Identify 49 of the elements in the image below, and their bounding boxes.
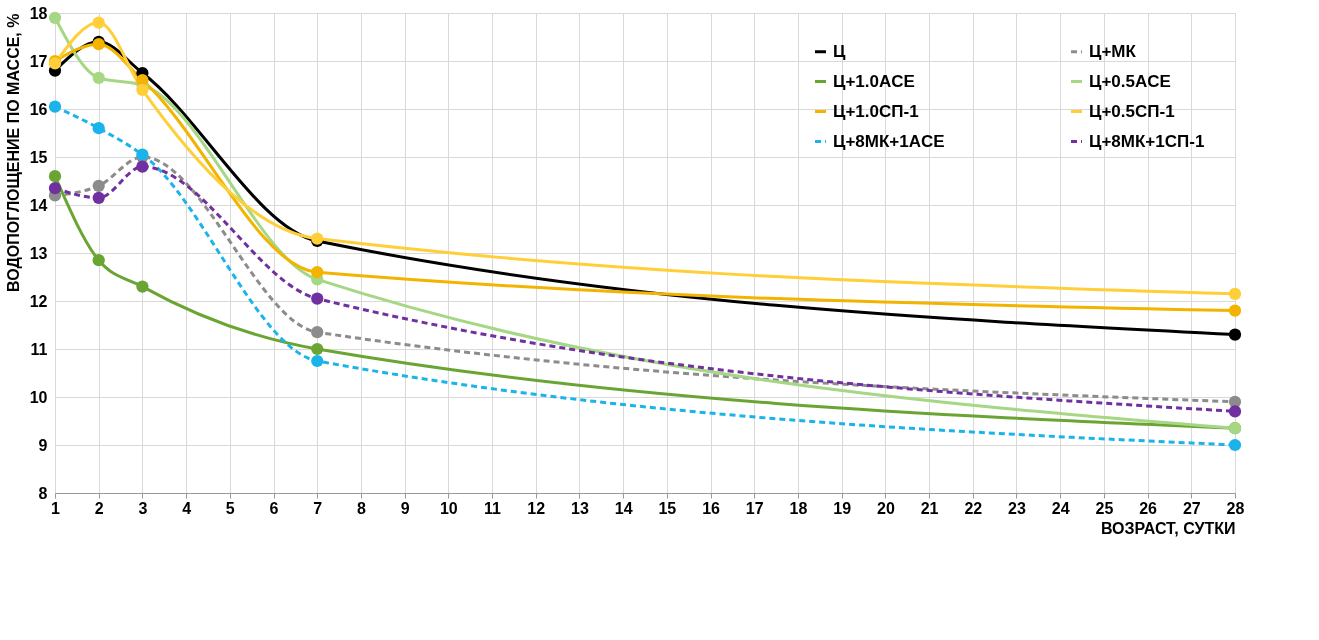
- x-tick-label: 13: [571, 499, 589, 517]
- x-tick-label: 11: [484, 499, 502, 517]
- x-tick-label: 2: [94, 499, 104, 517]
- x-tick-label: 19: [833, 499, 852, 517]
- x-tick-label: 4: [182, 499, 192, 517]
- x-tick-label: 6: [269, 499, 279, 517]
- y-tick-label: 10: [29, 388, 48, 406]
- x-tick-label: 27: [1182, 499, 1201, 517]
- y-tick-label: 15: [29, 148, 48, 166]
- legend-label: Ц+0.5СП-1: [1089, 101, 1175, 121]
- legend-label: Ц+0.5ACE: [1089, 71, 1171, 91]
- x-tick-label: 3: [138, 499, 148, 517]
- x-tick-label: 16: [702, 499, 721, 517]
- legend-label: Ц+МК: [1089, 41, 1137, 61]
- legend-label: Ц+1.0ACE: [833, 71, 915, 91]
- y-tick-label: 11: [30, 340, 48, 358]
- x-tick-label: 9: [400, 499, 410, 517]
- x-tick-label: 21: [920, 499, 939, 517]
- legend-label: Ц+1.0СП-1: [833, 101, 919, 121]
- y-axis-title: ВОДОПОГЛОЩЕНИЕ ПО МАССЕ, %: [4, 13, 22, 292]
- x-tick-label: 15: [658, 499, 677, 517]
- y-tick-label: 8: [38, 484, 48, 502]
- x-tick-label: 5: [225, 499, 235, 517]
- x-tick-label: 22: [964, 499, 983, 517]
- x-tick-label: 26: [1139, 499, 1158, 517]
- x-tick-label: 28: [1226, 499, 1245, 517]
- x-tick-label: 14: [614, 499, 633, 517]
- x-tick-label: 1: [51, 499, 61, 517]
- y-tick-label: 12: [29, 292, 48, 310]
- x-tick-label: 7: [313, 499, 323, 517]
- legend-label: Ц+8МК+1ACE: [833, 131, 945, 151]
- x-tick-label: 24: [1051, 499, 1070, 517]
- x-tick-label: 12: [527, 499, 546, 517]
- y-tick-label: 14: [29, 196, 48, 214]
- x-tick-label: 10: [439, 499, 458, 517]
- legend-label: Ц: [833, 41, 846, 61]
- x-tick-label: 17: [745, 499, 764, 517]
- x-tick-label: 20: [876, 499, 895, 517]
- x-tick-label: 8: [356, 499, 366, 517]
- legend-label: Ц+8МК+1СП-1: [1089, 131, 1205, 151]
- y-tick-label: 13: [29, 244, 48, 262]
- y-tick-label: 18: [29, 4, 48, 22]
- x-tick-label: 18: [789, 499, 808, 517]
- x-tick-label: 23: [1008, 499, 1026, 517]
- y-tick-label: 9: [38, 436, 48, 454]
- y-tick-label: 17: [29, 52, 48, 70]
- y-tick-label: 16: [29, 100, 48, 118]
- x-tick-label: 25: [1095, 499, 1114, 517]
- x-axis-title: ВОЗРАСТ, СУТКИ: [1100, 519, 1236, 537]
